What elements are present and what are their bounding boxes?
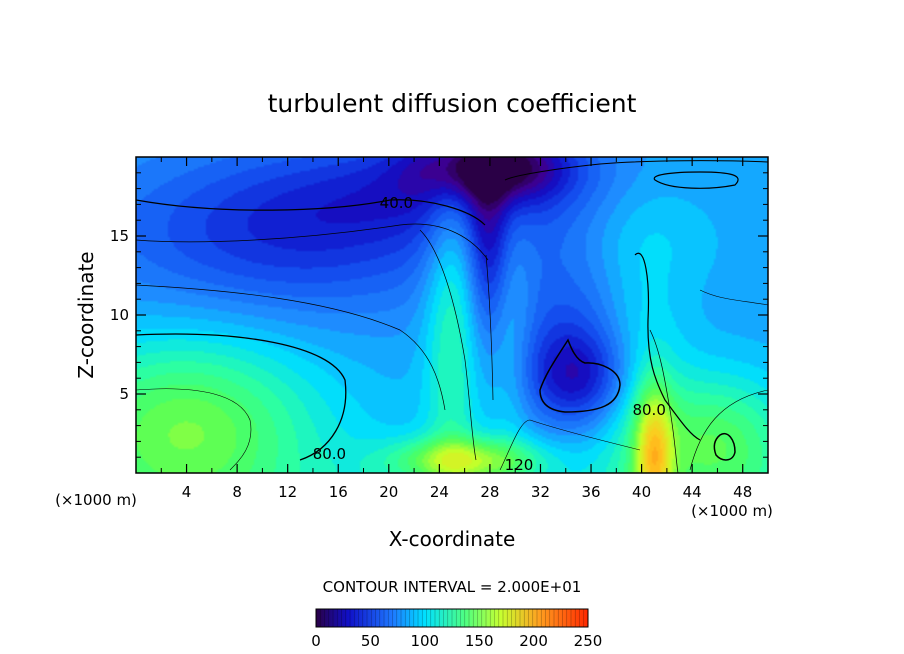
contour-interval-text: CONTOUR INTERVAL = 2.000E+01 (323, 578, 582, 596)
contour-labels: 40.0 80.0 120 80.0 (313, 194, 666, 474)
colorbar-stripes (319, 609, 585, 627)
x-axis-label: X-coordinate (389, 527, 516, 551)
y-axis-ticks: 5 10 15 (110, 172, 768, 458)
x-tick-label: 12 (278, 483, 297, 501)
colorbar: 0 50 100 150 200 250 (311, 608, 602, 650)
heatmap-field (136, 157, 768, 473)
x-tick-label: 4 (182, 483, 192, 501)
x-tick-label: 36 (581, 483, 600, 501)
x-tick-label: 32 (531, 483, 550, 501)
x-tick-label: 44 (683, 483, 702, 501)
contour-label: 80.0 (313, 445, 346, 463)
y-tick-label: 10 (110, 306, 129, 324)
x-tick-label: 24 (430, 483, 449, 501)
colorbar-tick-label: 100 (410, 632, 439, 650)
colorbar-ticks: 0 50 100 150 200 250 (311, 632, 602, 650)
x-tick-label: 16 (329, 483, 348, 501)
contour-label: 120 (505, 456, 534, 474)
y-axis-label: Z-coordinate (74, 251, 98, 378)
contour-label: 80.0 (632, 401, 665, 419)
colorbar-frame (315, 608, 589, 628)
x-axis-ticks: 4 8 12 16 20 24 28 32 36 40 44 48 (160, 157, 752, 501)
y-tick-label: 5 (119, 385, 129, 403)
x-unit-left: (×1000 m) (55, 491, 137, 509)
x-tick-label: 28 (480, 483, 499, 501)
colorbar-tick-label: 250 (574, 632, 603, 650)
x-tick-label: 40 (632, 483, 651, 501)
contour-lines (136, 160, 768, 473)
contour-label: 40.0 (380, 194, 413, 212)
colorbar-tick-label: 150 (465, 632, 494, 650)
colorbar-tick-label: 50 (361, 632, 380, 650)
colorbar-fill (316, 609, 588, 627)
colorbar-tick-label: 0 (311, 632, 321, 650)
x-tick-label: 8 (232, 483, 242, 501)
x-tick-label: 20 (379, 483, 398, 501)
y-tick-label: 15 (110, 227, 129, 245)
colorbar-tick-label: 200 (519, 632, 548, 650)
chart-title: turbulent diffusion coefficient (268, 89, 637, 118)
x-unit-right: (×1000 m) (691, 502, 773, 520)
x-tick-label: 48 (733, 483, 752, 501)
